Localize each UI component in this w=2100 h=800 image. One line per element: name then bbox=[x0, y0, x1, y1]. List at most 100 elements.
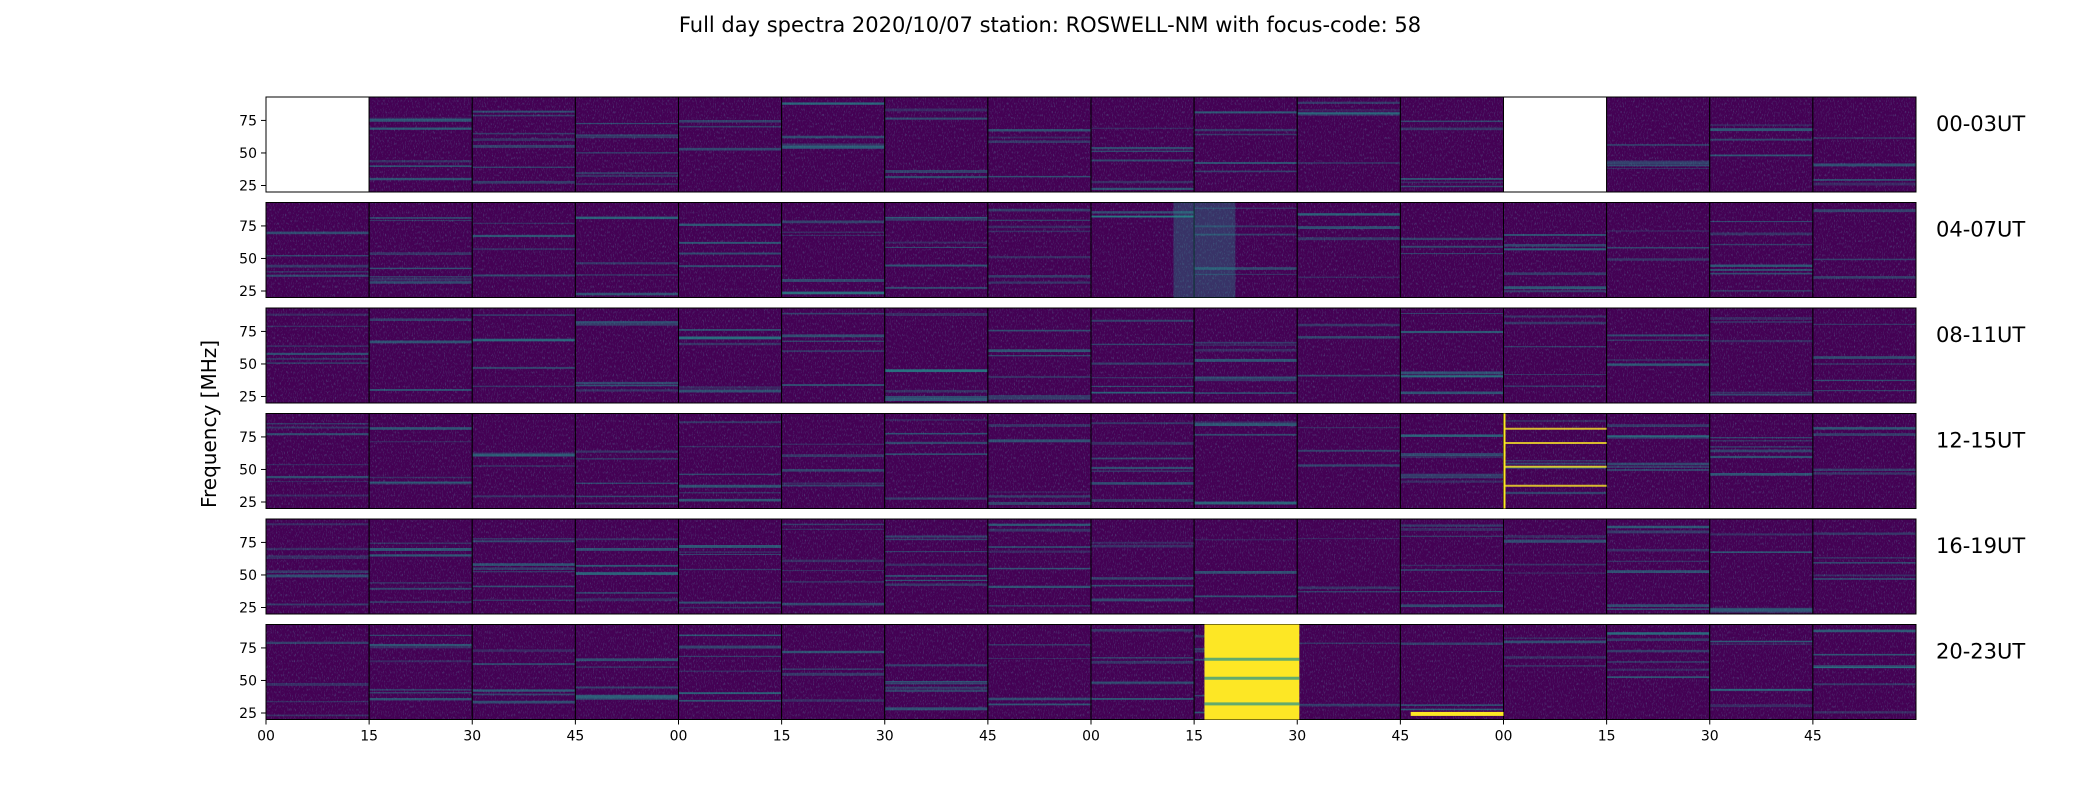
x-tick-label: 15 bbox=[773, 729, 791, 745]
spectra-panel bbox=[987, 518, 1092, 615]
y-tick-label: 25 bbox=[239, 389, 257, 405]
spectra-panel bbox=[265, 518, 370, 615]
spectra-panel bbox=[781, 624, 886, 720]
y-tick-label: 50 bbox=[239, 251, 257, 267]
spectra-panel bbox=[884, 413, 989, 509]
spectra-panel bbox=[471, 518, 576, 615]
spectra-panel bbox=[1296, 96, 1401, 193]
x-tick-label: 00 bbox=[1082, 729, 1100, 745]
y-tick-label: 75 bbox=[239, 535, 257, 551]
spectra-panel bbox=[368, 96, 473, 193]
x-tick-label: 15 bbox=[1598, 729, 1616, 745]
x-tick-label: 45 bbox=[1391, 729, 1409, 745]
spectra-panel bbox=[987, 413, 1092, 509]
spectra-panel bbox=[1812, 96, 1917, 193]
spectra-panel bbox=[1296, 518, 1401, 615]
row-label: 00-03UT bbox=[1936, 112, 2025, 136]
spectra-panel bbox=[471, 202, 576, 298]
spectra-panel bbox=[1296, 307, 1401, 404]
spectra-panel bbox=[987, 624, 1092, 720]
burst-line bbox=[1410, 711, 1504, 716]
spectra-panel bbox=[368, 518, 473, 615]
x-tick-label: 00 bbox=[257, 729, 275, 745]
spectra-panel bbox=[1193, 202, 1298, 298]
spectra-panel bbox=[1812, 307, 1917, 404]
y-tick-label: 75 bbox=[239, 219, 257, 235]
x-tick-label: 00 bbox=[670, 729, 688, 745]
spectra-panel bbox=[1503, 202, 1608, 298]
spectra-panel bbox=[265, 624, 370, 720]
y-tick-label: 75 bbox=[239, 641, 257, 657]
spectra-panel bbox=[987, 202, 1092, 298]
spectra-panel bbox=[1812, 202, 1917, 298]
burst-line bbox=[1503, 484, 1607, 487]
y-tick-label: 25 bbox=[239, 178, 257, 194]
spectra-panel bbox=[265, 202, 370, 298]
y-tick-label: 50 bbox=[239, 462, 257, 478]
spectra-panel bbox=[1606, 624, 1711, 720]
y-tick-label: 25 bbox=[239, 706, 257, 722]
saturation-gap bbox=[1204, 676, 1300, 680]
x-tick-label: 00 bbox=[1495, 729, 1513, 745]
spectra-panel bbox=[1090, 518, 1195, 615]
band-highlight bbox=[1173, 202, 1236, 298]
spectra-panel bbox=[265, 413, 370, 509]
spectra-panel bbox=[781, 413, 886, 509]
x-tick-label: 15 bbox=[360, 729, 378, 745]
spectra-row: 25 50 75 12-15UT bbox=[239, 413, 2025, 511]
spectra-panel bbox=[1399, 96, 1504, 193]
spectra-panel bbox=[1193, 307, 1298, 404]
spectra-panel bbox=[368, 413, 473, 509]
spectra-panel bbox=[884, 518, 989, 615]
spectra-panel bbox=[781, 202, 886, 298]
spectra-panel bbox=[1399, 413, 1504, 509]
spectra-panel bbox=[574, 202, 679, 298]
spectra-panel bbox=[574, 413, 679, 509]
spectra-row: 25 50 75 04-07UT bbox=[239, 202, 2025, 300]
spectra-panel bbox=[1090, 202, 1195, 298]
y-tick-label: 75 bbox=[239, 113, 257, 129]
y-tick-label: 25 bbox=[239, 600, 257, 616]
spectra-panel bbox=[884, 202, 989, 298]
spectra-panel bbox=[1709, 624, 1814, 720]
spectra-panel bbox=[1090, 96, 1195, 193]
spectra-panel bbox=[1606, 202, 1711, 298]
x-tick-label: 45 bbox=[1804, 729, 1822, 745]
y-tick-label: 50 bbox=[239, 568, 257, 584]
spectra-row: 25 50 75 00-03UT bbox=[239, 96, 2025, 194]
spectra-panel bbox=[678, 518, 783, 615]
chart-title: Full day spectra 2020/10/07 station: ROS… bbox=[679, 13, 1421, 37]
spectra-panel bbox=[265, 96, 370, 193]
spectra-panel bbox=[884, 624, 989, 720]
spectra-panel bbox=[678, 413, 783, 509]
y-tick-label: 75 bbox=[239, 430, 257, 446]
x-tick-label: 30 bbox=[463, 729, 481, 745]
spectra-panel bbox=[781, 96, 886, 193]
x-tick-label: 30 bbox=[876, 729, 894, 745]
spectra-panel bbox=[1193, 413, 1298, 509]
x-tick-label: 30 bbox=[1701, 729, 1719, 745]
y-tick-label: 50 bbox=[239, 357, 257, 373]
spectra-panel bbox=[1812, 624, 1917, 720]
spectra-panel bbox=[471, 413, 576, 509]
row-label: 12-15UT bbox=[1936, 429, 2025, 453]
spectra-panel bbox=[574, 96, 679, 193]
spectra-panel bbox=[1503, 96, 1608, 193]
x-axis: 00 15 30 45 00 15 30 45 00 15 30 45 00 15 30 45 bbox=[257, 719, 1822, 745]
spectra-panel bbox=[574, 307, 679, 404]
spectra-panel bbox=[884, 96, 989, 193]
spectra-panel bbox=[1812, 518, 1917, 615]
y-tick-label: 75 bbox=[239, 324, 257, 340]
x-tick-label: 30 bbox=[1288, 729, 1306, 745]
spectra-panel bbox=[678, 96, 783, 193]
spectra-panel bbox=[368, 202, 473, 298]
burst-line bbox=[1503, 442, 1607, 444]
y-tick-label: 25 bbox=[239, 495, 257, 511]
row-label: 16-19UT bbox=[1936, 534, 2025, 558]
spectra-panel bbox=[1399, 518, 1504, 615]
spectra-panel bbox=[1709, 413, 1814, 509]
spectra-panel bbox=[1606, 96, 1711, 193]
spectra-panel bbox=[471, 307, 576, 404]
spectra-panel bbox=[678, 202, 783, 298]
